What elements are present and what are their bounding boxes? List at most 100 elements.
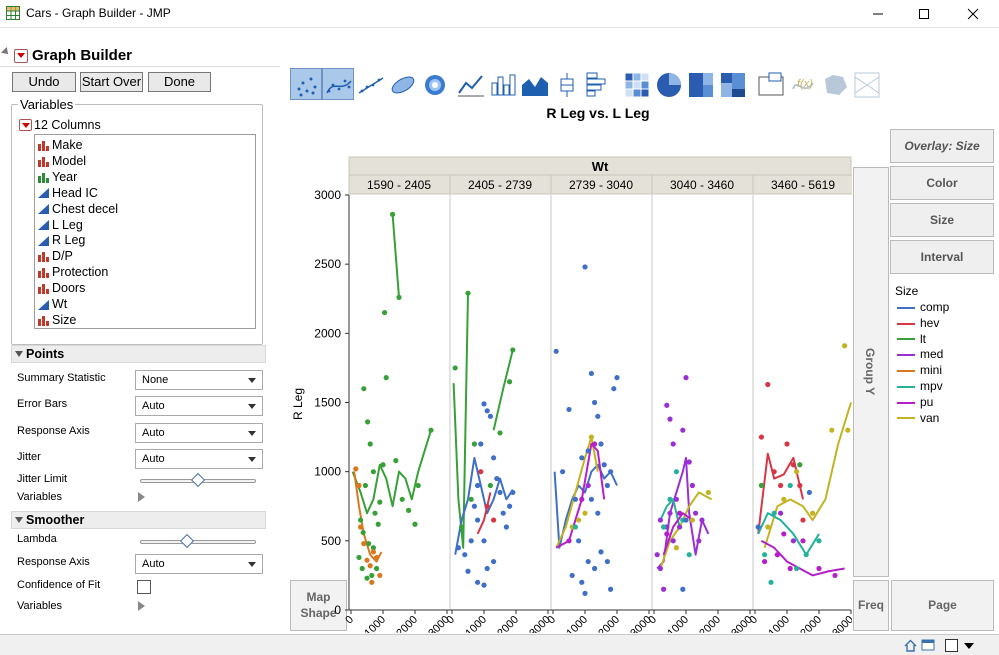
home-icon[interactable] [904,639,917,652]
legend-swatch [897,385,915,388]
data-point-lt [382,309,388,316]
columns-menu-icon[interactable] [19,119,32,131]
data-point-pu [816,565,822,572]
interval-zone[interactable]: Interval [890,240,994,274]
column-item-make[interactable]: Make [38,137,83,153]
column-item-r-leg[interactable]: R Leg [38,232,85,248]
smoother-line-pu [662,512,693,555]
jmp-table-icon [6,6,20,20]
slider-thumb[interactable] [190,472,206,488]
confidence-checkbox[interactable] [137,580,151,594]
graph-builder-menu-icon[interactable] [14,49,28,63]
error-bars-select[interactable]: Auto [135,396,263,416]
data-point-lt [361,386,367,392]
column-item-model[interactable]: Model [38,153,86,169]
x-tick-label: 2000 [798,614,824,633]
caption-box-element-icon[interactable] [754,68,786,100]
scatter-plot[interactable]: Wt 1590 - 2405 0 1000 2000 3000 2405 - 2739 0 10… [280,127,852,633]
freq-zone[interactable]: Freq [853,580,889,631]
smoother-element-icon[interactable] [322,68,354,100]
data-point-van [673,545,679,551]
data-point-lt [758,482,764,489]
column-item-year[interactable]: Year [38,169,77,185]
done-button[interactable]: Done [148,72,211,92]
area-element-icon[interactable] [518,68,550,100]
smoother-response-axis-select[interactable]: Auto [135,554,263,574]
group-label: 2739 - 3040 [569,178,633,192]
summary-statistic-select[interactable]: None [135,370,263,390]
column-name: Chest decel [52,201,119,216]
overlay-zone[interactable]: Overlay: Size [890,129,994,163]
contour-element-icon[interactable] [418,68,450,100]
columns-count: 12 Columns [34,118,101,132]
slider-thumb[interactable] [179,533,194,549]
undo-button[interactable]: Undo [12,72,76,92]
legend-item-mini[interactable]: mini [897,363,942,377]
column-item-d-p[interactable]: D/P [38,248,73,264]
ellipse-element-icon[interactable] [386,68,418,100]
page-zone[interactable]: Page [891,580,994,631]
data-point-lt [369,572,375,579]
legend-title: Size [895,284,919,298]
legend-item-lt[interactable]: lt [897,332,926,346]
histogram-element-icon[interactable] [582,68,614,100]
legend-item-van[interactable]: van [897,411,939,425]
legend-item-pu[interactable]: pu [897,395,933,409]
square-icon[interactable] [945,639,958,652]
points-element-icon[interactable] [290,68,322,100]
box-plot-element-icon[interactable] [550,68,582,100]
treemap-element-icon[interactable] [684,68,716,100]
column-item-l-leg[interactable]: L Leg [38,217,83,233]
size-zone[interactable]: Size [890,203,994,237]
jitter-limit-slider[interactable] [140,472,256,488]
heatmap-element-icon[interactable] [620,68,652,100]
map-shapes-element-icon[interactable] [818,68,850,100]
column-item-chest-decel[interactable]: Chest decel [38,201,118,217]
data-point-comp [494,475,500,482]
continuous-column-icon [38,188,49,199]
column-item-head-ic[interactable]: Head IC [38,185,98,201]
column-item-size[interactable]: Size [38,312,76,328]
data-point-comp [471,503,477,509]
pie-element-icon[interactable] [652,68,684,100]
start-over-button[interactable]: Start Over [80,72,143,92]
column-item-doors[interactable]: Doors [38,280,85,296]
legend-item-mpv[interactable]: mpv [897,379,943,393]
map-shape-zone[interactable]: Map Shape [290,580,347,631]
expand-icon[interactable] [138,601,145,611]
column-item-protection[interactable]: Protection [38,264,108,280]
formula-element-icon[interactable]: f(x) [786,68,818,100]
color-zone[interactable]: Color [890,166,994,200]
response-axis-select[interactable]: Auto [135,423,263,443]
minimize-button[interactable] [855,0,901,28]
data-point-lt [377,499,383,505]
legend-item-hev[interactable]: hev [897,316,939,330]
maximize-button[interactable] [901,0,947,28]
data-point-van [705,489,711,496]
dropdown-icon[interactable] [964,643,974,649]
panel-collapse-icon[interactable] [1,47,11,57]
parallel-plot-element-icon[interactable] [850,68,882,100]
plot-panel [551,195,651,610]
x-tick-label: 1000 [564,614,590,633]
group-y-zone[interactable]: Group Y [853,167,889,577]
legend-item-comp[interactable]: comp [897,300,949,314]
close-button[interactable] [950,0,996,28]
smoother-section-header[interactable]: Smoother [11,511,266,529]
line-element-icon[interactable] [454,68,486,100]
y-tick-label: 500 [321,534,341,548]
points-section-header[interactable]: Points [11,345,266,363]
data-point-lt [487,482,493,489]
columns-list[interactable]: Make Model Year Head IC Chest decel L Leg R Le… [34,134,256,329]
jitter-select[interactable]: Auto [135,449,263,469]
window-icon[interactable] [921,639,935,652]
lambda-slider[interactable] [140,533,256,549]
data-point-lt [396,294,402,300]
continuous-column-icon [38,236,49,247]
expand-icon[interactable] [138,492,145,502]
line-of-fit-element-icon[interactable] [354,68,386,100]
bar-element-icon[interactable] [486,68,518,100]
mosaic-element-icon[interactable] [716,68,748,100]
column-item-wt[interactable]: Wt [38,296,67,312]
legend-item-med[interactable]: med [897,347,943,361]
